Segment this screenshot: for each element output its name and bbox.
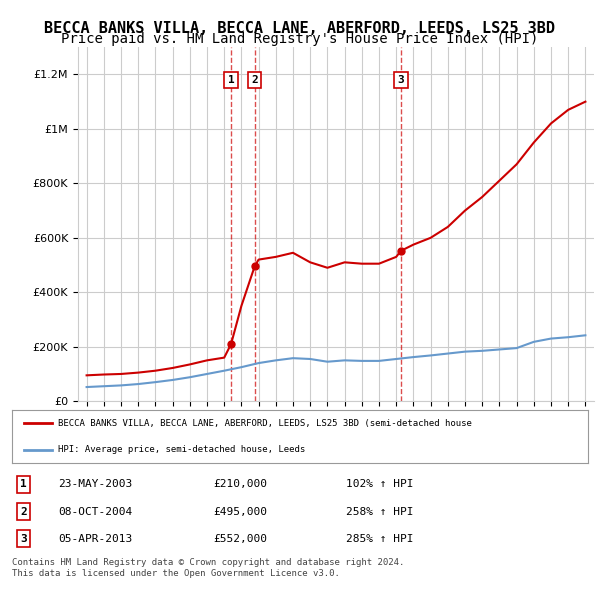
Text: 258% ↑ HPI: 258% ↑ HPI (346, 507, 413, 516)
Text: 23-MAY-2003: 23-MAY-2003 (58, 479, 133, 489)
Text: 1: 1 (20, 479, 27, 489)
Text: HPI: Average price, semi-detached house, Leeds: HPI: Average price, semi-detached house,… (58, 445, 305, 454)
Text: 05-APR-2013: 05-APR-2013 (58, 534, 133, 544)
Text: 3: 3 (397, 75, 404, 85)
Text: 285% ↑ HPI: 285% ↑ HPI (346, 534, 413, 544)
Text: 2: 2 (20, 507, 27, 516)
Text: 2: 2 (251, 75, 258, 85)
Text: £210,000: £210,000 (214, 479, 268, 489)
Text: 08-OCT-2004: 08-OCT-2004 (58, 507, 133, 516)
Text: BECCA BANKS VILLA, BECCA LANE, ABERFORD, LEEDS, LS25 3BD (semi-detached house: BECCA BANKS VILLA, BECCA LANE, ABERFORD,… (58, 419, 472, 428)
Text: 102% ↑ HPI: 102% ↑ HPI (346, 479, 413, 489)
Text: £552,000: £552,000 (214, 534, 268, 544)
Text: BECCA BANKS VILLA, BECCA LANE, ABERFORD, LEEDS, LS25 3BD: BECCA BANKS VILLA, BECCA LANE, ABERFORD,… (44, 21, 556, 35)
Text: Price paid vs. HM Land Registry's House Price Index (HPI): Price paid vs. HM Land Registry's House … (61, 32, 539, 47)
Text: 1: 1 (228, 75, 235, 85)
Text: 3: 3 (20, 534, 27, 544)
Text: £495,000: £495,000 (214, 507, 268, 516)
Text: Contains HM Land Registry data © Crown copyright and database right 2024.: Contains HM Land Registry data © Crown c… (12, 558, 404, 566)
Text: This data is licensed under the Open Government Licence v3.0.: This data is licensed under the Open Gov… (12, 569, 340, 578)
